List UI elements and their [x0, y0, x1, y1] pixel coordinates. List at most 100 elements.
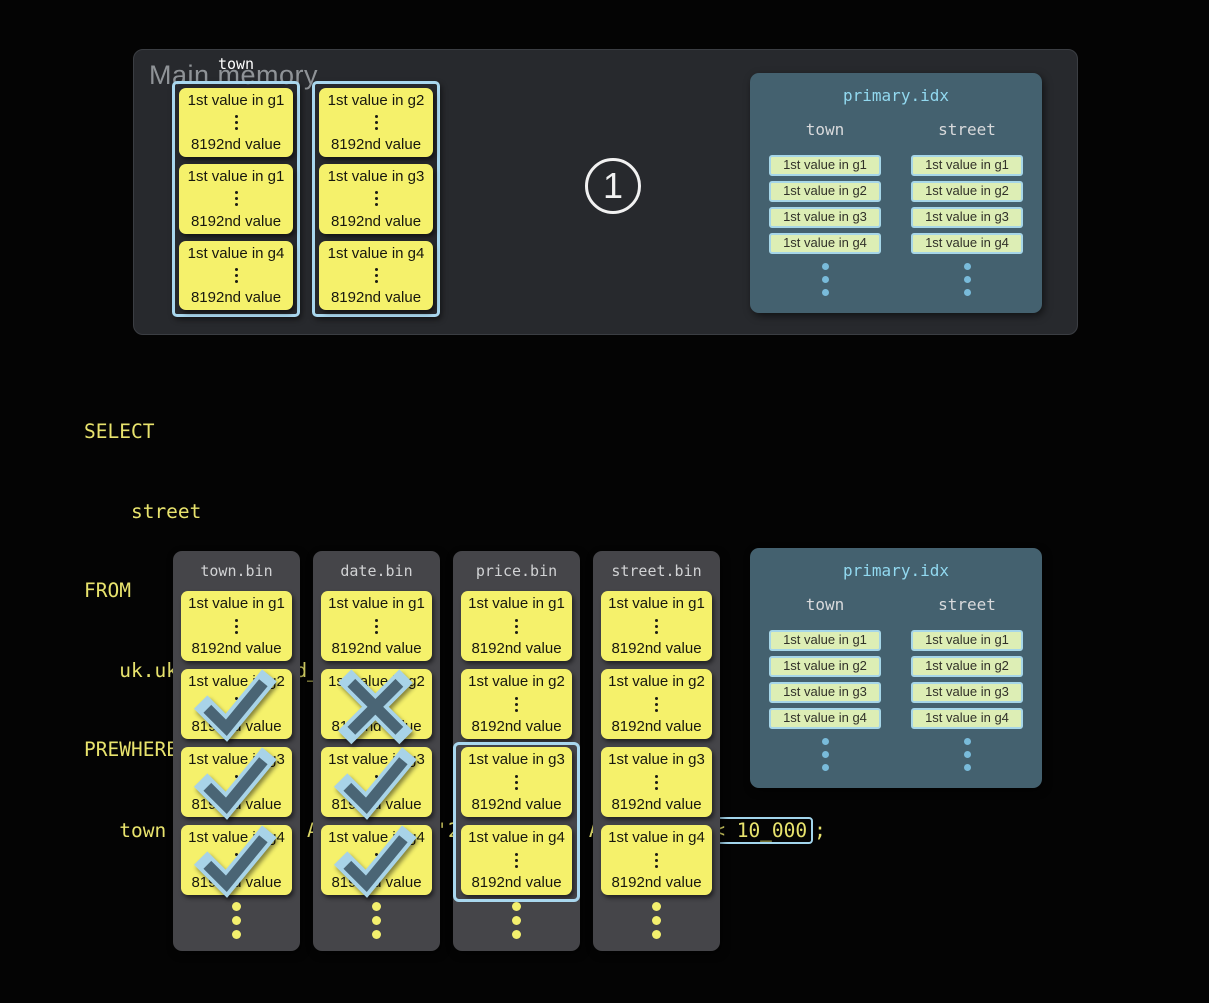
granule-block: 1st value in g1 8192nd value — [461, 591, 572, 661]
granule-last-value: 8192nd value — [611, 640, 702, 657]
granule-last-value: 8192nd value — [471, 640, 562, 657]
ellipsis-dots — [655, 852, 658, 868]
primary-index-title: primary.idx — [843, 561, 949, 580]
granule-block: 1st value in g1 8192nd value — [181, 591, 292, 661]
granule-block: 1st value in g3 8192nd value — [461, 747, 572, 817]
granule-first-value: 1st value in g1 — [468, 595, 565, 612]
index-entry: 1st value in g3 — [769, 682, 881, 703]
granule-block: 1st value in g1 8192nd value — [601, 591, 712, 661]
bin-file-name: date.bin — [340, 562, 413, 580]
index-entry: 1st value in g2 — [769, 181, 881, 202]
ellipsis-dots — [515, 774, 518, 790]
granule-first-value: 1st value in g2 — [327, 92, 425, 109]
column-header: town — [805, 595, 845, 614]
ellipsis-dots — [234, 191, 238, 207]
ellipsis-dots — [234, 267, 238, 283]
granule-first-value: 1st value in g3 — [468, 751, 565, 768]
granule-last-value: 8192nd value — [611, 796, 702, 813]
index-entry: 1st value in g4 — [769, 708, 881, 729]
granule-block: 1st value in g3 8192nd value — [601, 747, 712, 817]
check-icon — [193, 669, 277, 742]
ellipsis-dots — [313, 902, 440, 939]
granule-block: 1st value in g2 8192nd value — [601, 669, 712, 739]
granule-block: 1st value in g4 8192nd value — [321, 825, 432, 898]
granule-first-value: 1st value in g4 — [187, 244, 285, 262]
main-memory-title: Main memory — [149, 60, 319, 90]
granule-first-value: 1st value in g3 — [608, 751, 705, 768]
granule-first-value: 1st value in g1 — [608, 595, 705, 612]
granule-last-value: 8192nd value — [191, 640, 282, 657]
primary-index-panel-bottom: primary.idx town 1st value in g1 1st val… — [750, 548, 1042, 788]
granule-last-value: 8192nd value — [190, 212, 282, 230]
ellipsis-dots — [911, 738, 1023, 771]
index-entry: 1st value in g2 — [911, 181, 1023, 202]
primary-index-title: primary.idx — [843, 86, 949, 105]
granule-first-value: 1st value in g4 — [327, 244, 425, 262]
ellipsis-dots — [374, 115, 378, 131]
granule-first-value: 1st value in g1 — [188, 595, 285, 612]
granule-first-value: 1st value in g1 — [187, 92, 285, 109]
sql-line: street — [84, 499, 202, 523]
check-icon — [333, 747, 417, 820]
column-header: street — [938, 120, 996, 139]
granule-block: 1st value in g3 8192nd value — [181, 747, 292, 820]
granule-first-value: 1st value in g1 — [328, 595, 425, 612]
granule-block: 1st value in g4 8192nd value — [181, 825, 292, 898]
granule-last-value: 8192nd value — [611, 718, 702, 735]
granule-block: 1st value in g2 8192nd value — [319, 88, 433, 158]
index-entry: 1st value in g3 — [911, 207, 1023, 228]
granule-last-value: 8192nd value — [190, 288, 282, 306]
granule-last-value: 8192nd value — [190, 136, 282, 154]
ellipsis-dots — [234, 115, 238, 131]
primary-index-panel-top: primary.idx town 1st value in g1 1st val… — [750, 73, 1042, 313]
ellipsis-dots — [655, 696, 658, 712]
ellipsis-dots — [593, 902, 720, 939]
bin-file-name: street.bin — [611, 562, 702, 580]
ellipsis-dots — [235, 618, 238, 634]
ellipsis-dots — [375, 618, 378, 634]
granule-block: 1st value in g4 8192nd value — [179, 240, 293, 310]
index-entry: 1st value in g3 — [769, 207, 881, 228]
ellipsis-dots — [374, 267, 378, 283]
ellipsis-dots — [769, 738, 881, 771]
selected-granules-highlight-box — [453, 742, 580, 902]
ellipsis-dots — [655, 774, 658, 790]
index-entry: 1st value in g2 — [911, 656, 1023, 677]
statement-terminator: ; — [814, 818, 826, 842]
granule-last-value: 8192nd value — [330, 288, 422, 306]
ellipsis-dots — [655, 618, 658, 634]
granule-last-value: 8192nd value — [331, 640, 422, 657]
memory-granule-column-2: 1st value in g2 8192nd value 1st value i… — [312, 81, 440, 317]
index-entry: 1st value in g2 — [769, 656, 881, 677]
index-entry: 1st value in g4 — [911, 708, 1023, 729]
step-1-badge: 1 — [585, 158, 641, 214]
index-entry: 1st value in g4 — [911, 233, 1023, 254]
memory-granule-column-1: 1st value in g1 8192nd value 1st value i… — [172, 81, 300, 317]
granule-block: 1st value in g1 8192nd value — [179, 164, 293, 234]
granule-block: 1st value in g4 8192nd value — [461, 825, 572, 895]
granule-block: 1st value in g3 8192nd value — [321, 747, 432, 820]
column-header: street — [938, 595, 996, 614]
granule-last-value: 8192nd value — [611, 874, 702, 891]
granule-last-value: 8192nd value — [471, 718, 562, 735]
granule-last-value: 8192nd value — [330, 136, 422, 154]
granule-first-value: 1st value in g4 — [468, 829, 565, 846]
granule-last-value: 8192nd value — [471, 796, 562, 813]
town-bin-panel: town.bin 1st value in g1 8192nd value 1s… — [173, 551, 300, 951]
check-icon — [193, 747, 277, 820]
ellipsis-dots — [515, 852, 518, 868]
granule-first-value: 1st value in g2 — [608, 673, 705, 690]
x-icon — [337, 669, 413, 745]
index-entry: 1st value in g1 — [769, 630, 881, 651]
granule-block: 1st value in g3 8192nd value — [319, 164, 433, 234]
granule-block: 1st value in g2 8192nd value — [181, 669, 292, 742]
price-bin-panel: price.bin 1st value in g1 8192nd value 1… — [453, 551, 580, 951]
granule-first-value: 1st value in g3 — [327, 168, 425, 186]
granule-block: 1st value in g1 8192nd value — [321, 591, 432, 661]
index-entry: 1st value in g3 — [911, 682, 1023, 703]
granule-block: 1st value in g4 8192nd value — [601, 825, 712, 895]
granule-first-value: 1st value in g2 — [468, 673, 565, 690]
ellipsis-dots — [769, 263, 881, 296]
street-bin-panel: street.bin 1st value in g1 8192nd value … — [593, 551, 720, 951]
